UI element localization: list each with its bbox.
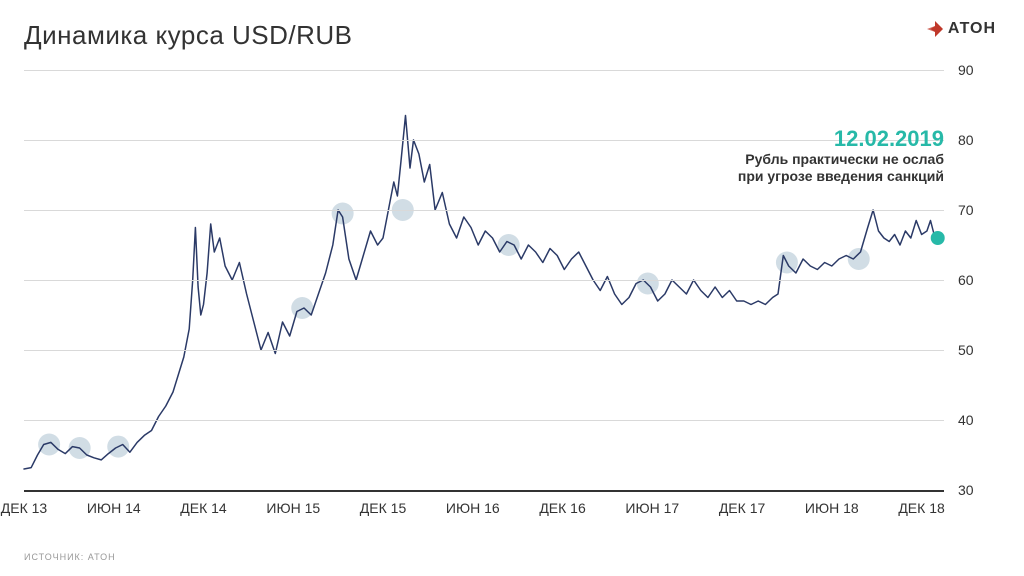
plot-area: 30405060708090ДЕК 13ИЮН 14ДЕК 14ИЮН 15ДЕ… [24,70,944,490]
x-axis-label: ДЕК 17 [719,500,765,516]
y-axis-label: 70 [958,202,974,218]
logo-text: АТОН [948,20,996,38]
annotation-date: 12.02.2019 [24,126,944,152]
x-axis-label: ИЮН 15 [266,500,320,516]
y-axis-label: 40 [958,412,974,428]
y-axis-label: 50 [958,342,974,358]
brand-logo: АТОН [926,20,996,38]
y-axis-label: 80 [958,132,974,148]
grid-line [24,420,944,421]
page-title: Динамика курса USD/RUB [24,20,353,51]
chart-container: Динамика курса USD/RUB АТОН 304050607080… [0,0,1024,576]
x-axis-label: ИЮН 16 [446,500,500,516]
x-axis-label: ИЮН 17 [625,500,679,516]
grid-line [24,210,944,211]
x-axis-label: ДЕК 18 [898,500,944,516]
x-axis-label: ДЕК 13 [1,500,47,516]
x-axis-baseline [24,490,944,492]
grid-line [24,280,944,281]
x-axis-label: ДЕК 16 [539,500,585,516]
x-axis-label: ИЮН 18 [805,500,859,516]
x-axis-label: ИЮН 14 [87,500,141,516]
grid-line [24,70,944,71]
y-axis-label: 30 [958,482,974,498]
annotation-note: Рубль практически не ослаб при угрозе вв… [24,151,944,186]
x-axis-label: ДЕК 14 [180,500,226,516]
grid-line [24,350,944,351]
y-axis-label: 60 [958,272,974,288]
logo-mark-icon [926,20,944,38]
source-footer: ИСТОЧНИК: АТОН [24,552,116,562]
y-axis-label: 90 [958,62,974,78]
x-axis-label: ДЕК 15 [360,500,406,516]
chart-area: 30405060708090ДЕК 13ИЮН 14ДЕК 14ИЮН 15ДЕ… [24,70,1000,520]
